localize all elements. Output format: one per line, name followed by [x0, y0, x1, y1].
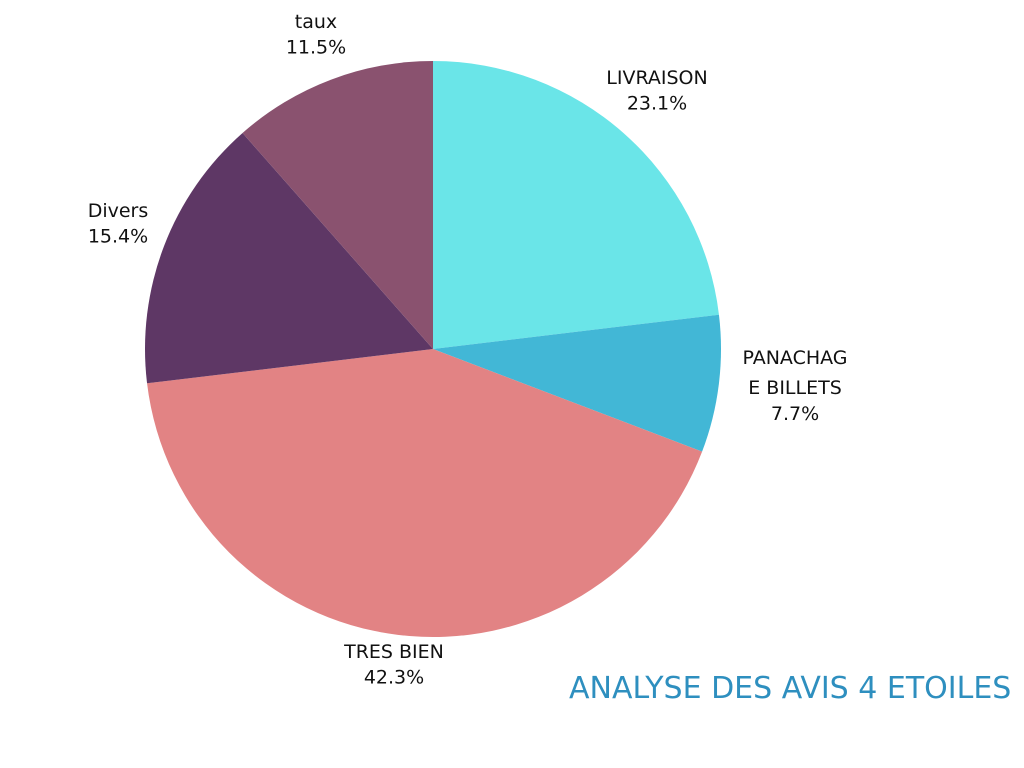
slice-label: TRES BIEN — [343, 641, 444, 663]
slice-label: E BILLETS — [748, 377, 842, 399]
slice-value-label: 15.4% — [88, 226, 148, 248]
pie-slice-livraison — [433, 61, 719, 349]
slice-label: taux — [295, 11, 337, 33]
slice-label: PANACHAG — [742, 347, 847, 369]
slice-label: Divers — [88, 200, 149, 222]
pie-slice-tres-bien — [147, 349, 703, 637]
slice-value-label: 11.5% — [286, 37, 346, 59]
chart-title: ANALYSE DES AVIS 4 ETOILES — [569, 671, 1012, 706]
slice-value-label: 7.7% — [771, 403, 819, 425]
slice-value-label: 42.3% — [364, 667, 424, 689]
pie-slice-divers — [145, 132, 433, 384]
pie-slice-taux — [242, 61, 433, 349]
pie-slice-panachage-billets — [433, 314, 721, 452]
slice-label: LIVRAISON — [606, 67, 707, 89]
slice-value-label: 23.1% — [627, 93, 687, 115]
